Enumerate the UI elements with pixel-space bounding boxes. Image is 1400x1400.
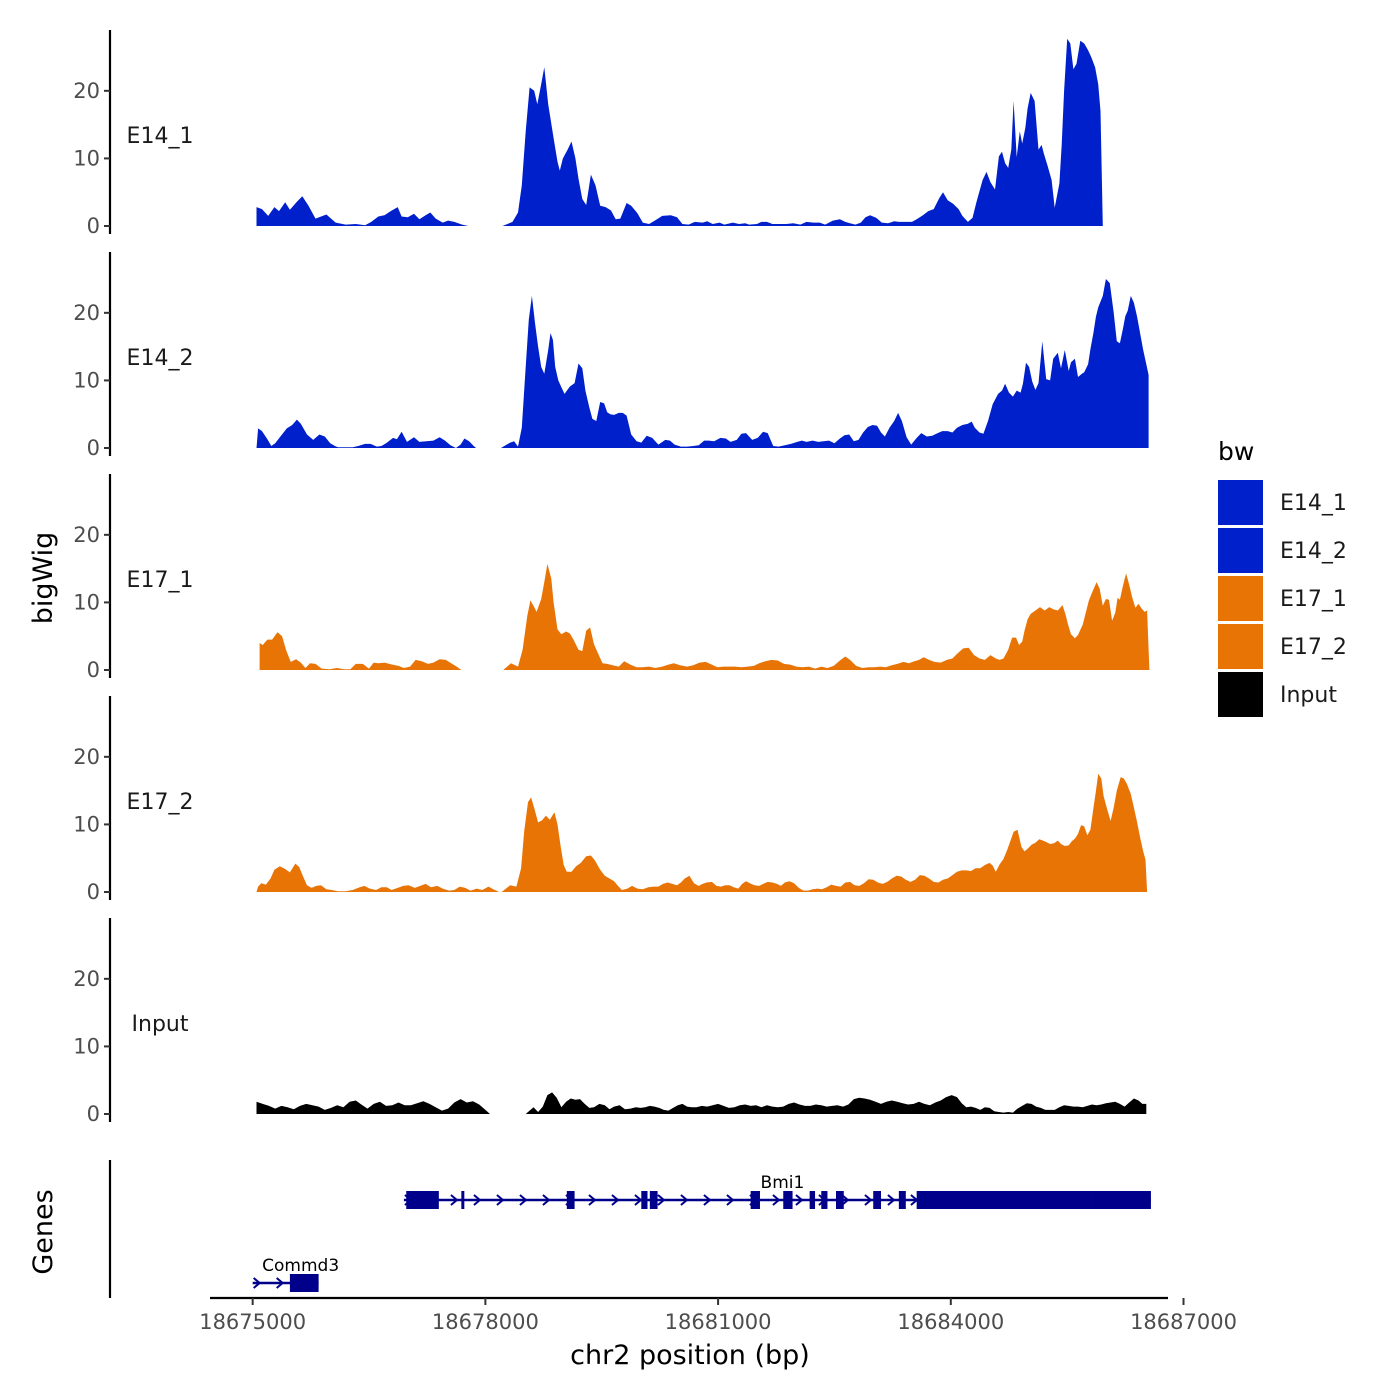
legend-swatch (1218, 480, 1263, 525)
exon-block (750, 1191, 760, 1209)
exon-block (873, 1191, 881, 1209)
gene-track: Bmi1 Commd3 (108, 1160, 1151, 1298)
strand-arrow (253, 1277, 262, 1289)
track-panel-E17_1: 0 10 20 E17_1 (73, 474, 1150, 682)
exon-block (641, 1191, 648, 1209)
y-tick-label: 0 (87, 658, 100, 682)
exon-block (649, 1191, 658, 1209)
exon-block (916, 1191, 1092, 1209)
y-tick-label: 10 (73, 812, 100, 836)
exon-block (289, 1274, 319, 1292)
y-tick-label: 20 (73, 745, 100, 769)
coverage-area (256, 419, 477, 448)
strand-arrow (542, 1194, 551, 1206)
x-axis-title: chr2 position (bp) (570, 1340, 810, 1371)
strand-arrow (519, 1194, 528, 1206)
legend-swatch (1218, 624, 1263, 669)
legend-label: E14_2 (1280, 539, 1347, 564)
y-axis-title: bigWig (28, 532, 59, 625)
coverage-tracks: 0 10 20 E14_1 0 10 20 E14_2 0 10 20 E17_1 0 10 20 E17_2… (73, 30, 1150, 1126)
gene-label: Bmi1 (761, 1173, 805, 1193)
strand-arrow (450, 1194, 459, 1206)
y-tick-label: 0 (87, 214, 100, 238)
strand-arrow (772, 1194, 781, 1206)
y-tick-label: 0 (87, 1102, 100, 1126)
exon-block (821, 1191, 828, 1209)
y-tick-label: 10 (73, 1034, 100, 1058)
track-panel-E17_2: 0 10 20 E17_2 (73, 696, 1148, 904)
strand-arrow (887, 1194, 896, 1206)
y-tick-label: 10 (73, 590, 100, 614)
legend-label: E17_1 (1280, 587, 1347, 612)
exon-block (1091, 1191, 1151, 1209)
track-panel-E14_2: 0 10 20 E14_2 (73, 252, 1149, 460)
strand-arrow (703, 1194, 712, 1206)
y-tick-label: 0 (87, 436, 100, 460)
coverage-area (256, 196, 469, 226)
x-tick-label: 18678000 (432, 1310, 539, 1334)
exon-block (809, 1191, 816, 1209)
y-tick-label: 0 (87, 880, 100, 904)
track-panel-Input: 0 10 20 Input (73, 918, 1147, 1126)
strand-arrow (634, 1194, 643, 1206)
y-tick-label: 20 (73, 301, 100, 325)
track-label: Input (132, 1012, 189, 1037)
coverage-area (259, 632, 462, 670)
strand-arrow (864, 1194, 873, 1206)
strand-arrow (276, 1277, 285, 1289)
x-tick-label: 18684000 (897, 1310, 1004, 1334)
strand-arrow (611, 1194, 620, 1206)
track-label: E14_1 (127, 124, 194, 149)
strand-arrow (795, 1194, 804, 1206)
legend: bw E14_1 E14_2 E17_1 E17_2 Input (1218, 437, 1347, 717)
legend-swatch (1218, 576, 1263, 621)
coverage-area (503, 563, 1150, 670)
x-tick-label: 18681000 (665, 1310, 772, 1334)
exon-block (406, 1191, 439, 1209)
coverage-area (501, 773, 1148, 892)
genes-axis-title: Genes (28, 1189, 59, 1274)
strand-arrow (657, 1194, 666, 1206)
gene-label: Commd3 (262, 1256, 339, 1276)
y-tick-label: 20 (73, 967, 100, 991)
legend-swatch (1218, 672, 1263, 717)
coverage-area (502, 38, 1103, 226)
legend-swatch (1218, 528, 1263, 573)
track-label: E17_2 (127, 790, 194, 815)
strand-arrow (841, 1194, 850, 1206)
x-axis: 18675000 18678000 18681000 18684000 18687000 (199, 1296, 1237, 1334)
legend-label: E17_2 (1280, 635, 1347, 660)
coverage-area (525, 1092, 1147, 1114)
track-label: E14_2 (127, 346, 194, 371)
exon-block (898, 1191, 906, 1209)
exon-block (835, 1191, 844, 1209)
strand-arrow (680, 1194, 689, 1206)
track-panel-E14_1: 0 10 20 E14_1 (73, 30, 1103, 238)
legend-label: Input (1280, 683, 1337, 708)
legend-label: E14_1 (1280, 491, 1347, 516)
strand-arrow (496, 1194, 505, 1206)
strand-arrow (588, 1194, 597, 1206)
x-tick-label: 18687000 (1130, 1310, 1237, 1334)
strand-arrow (726, 1194, 735, 1206)
exon-block (783, 1191, 793, 1209)
exon-block (566, 1191, 575, 1209)
y-tick-label: 10 (73, 146, 100, 170)
gene-Commd3: Commd3 (252, 1256, 339, 1292)
coverage-area (500, 279, 1149, 448)
coverage-area (256, 863, 500, 892)
exon-block (461, 1191, 465, 1209)
y-tick-label: 20 (73, 79, 100, 103)
y-tick-label: 10 (73, 368, 100, 392)
gene-Bmi1: Bmi1 (403, 1173, 1151, 1209)
strand-arrow (473, 1194, 482, 1206)
x-tick-label: 18675000 (199, 1310, 306, 1334)
coverage-area (256, 1099, 490, 1114)
track-label: E17_1 (127, 568, 194, 593)
y-tick-label: 20 (73, 523, 100, 547)
legend-title: bw (1218, 437, 1254, 466)
